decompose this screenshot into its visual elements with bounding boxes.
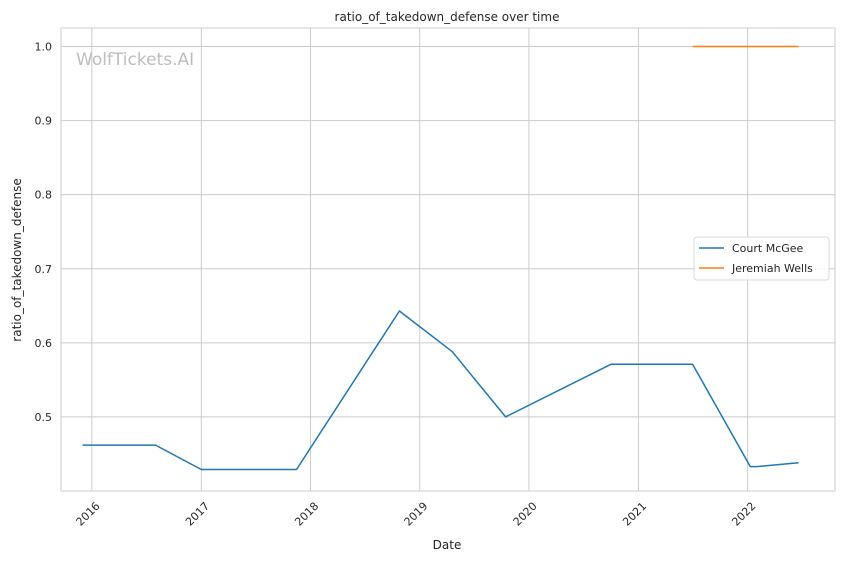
grid-lines xyxy=(61,28,835,491)
y-tick-label: 0.6 xyxy=(35,337,53,350)
chart-title: ratio_of_takedown_defense over time xyxy=(335,10,560,24)
y-tick-label: 0.7 xyxy=(35,263,53,276)
plot-area-frame xyxy=(60,27,836,492)
legend: Court McGee Jeremiah Wells xyxy=(693,236,830,281)
watermark-text: WolfTickets.AI xyxy=(76,50,194,70)
y-axis-label: ratio_of_takedown_defense xyxy=(10,178,24,341)
y-tick-label: 0.5 xyxy=(35,411,53,424)
y-tick-labels: 0.5 0.6 0.7 0.8 0.9 1.0 xyxy=(35,41,53,424)
y-tick-label: 0.9 xyxy=(35,115,53,128)
series-lines xyxy=(82,45,799,471)
y-tick-label: 0.8 xyxy=(35,189,53,202)
x-axis-label: Date xyxy=(433,538,462,552)
legend-box xyxy=(693,236,830,281)
y-tick-label: 1.0 xyxy=(35,41,53,54)
legend-label-0: Court McGee xyxy=(732,242,804,255)
legend-label-1: Jeremiah Wells xyxy=(731,262,813,275)
series-line-0 xyxy=(82,310,799,471)
